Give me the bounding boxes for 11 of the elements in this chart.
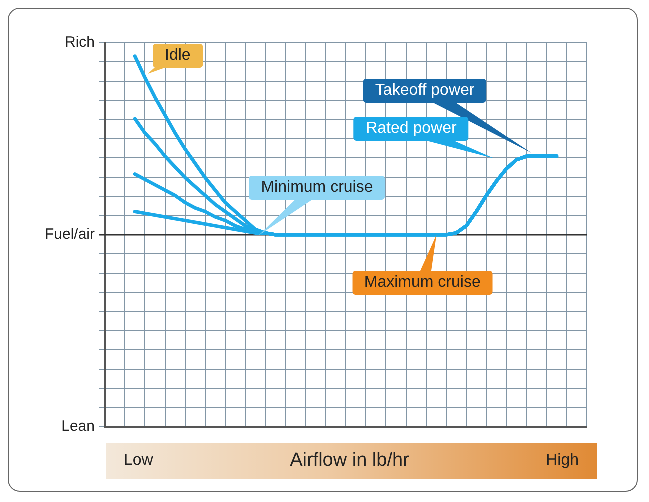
text: Maximum cruise — [352, 271, 493, 295]
text: Lean — [62, 418, 95, 436]
annotation: Rated power — [354, 117, 469, 142]
text: Airflow in lb/hr — [290, 450, 410, 472]
text: Low — [124, 452, 154, 470]
annotation: Takeoff power — [363, 78, 487, 103]
annotation: Idle — [152, 44, 203, 68]
annotation: Minimum cruise — [249, 176, 386, 200]
text: Rich — [64, 34, 95, 52]
text: High — [546, 452, 579, 470]
text: Fuel/air — [44, 226, 95, 244]
